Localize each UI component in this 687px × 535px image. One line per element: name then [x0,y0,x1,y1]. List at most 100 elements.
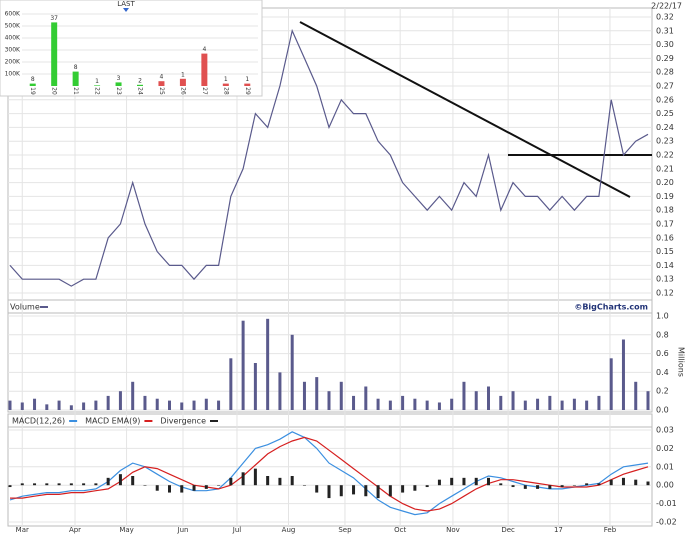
bar [241,320,245,410]
bar [585,483,589,486]
y-tick-label: 0.28 [656,68,674,77]
y-tick-label: 0.18 [656,206,674,215]
bar [204,398,208,410]
bar [143,485,147,486]
bar [352,395,356,410]
line [9,431,649,516]
bar [536,485,540,489]
volume-title: Volume [10,303,40,312]
bar [72,71,79,86]
bar [352,485,356,495]
bar [597,395,601,410]
x-tick-label: Jul [232,526,242,534]
bar [376,485,380,499]
bar [115,82,122,86]
bar [548,395,552,410]
bar [364,485,368,497]
bar [168,485,171,493]
last-marker [123,8,129,12]
legend-label: MACD(12,26) [12,417,65,426]
bar [179,78,186,86]
y-tick-label: 500K [5,23,21,30]
bar [278,477,282,486]
y-tick-label: 600K [5,11,21,18]
bar [548,485,552,489]
y-tick-label: 0.23 [656,137,674,146]
bar [437,402,441,410]
bar [229,358,233,410]
bar [143,395,147,410]
bar [217,485,221,486]
trend-line [299,21,631,198]
bar [8,485,12,488]
bar [158,81,165,86]
x-tick-label: 19 [29,87,36,95]
x-tick-label: 29 [244,87,251,95]
y-tick-label: 0.31 [656,26,674,35]
bar [201,53,208,86]
bar [217,400,221,410]
y-tick-label: 0.00 [656,481,674,490]
bar [20,402,24,410]
bar-count-label: 8 [74,64,78,71]
x-tick-label: Sep [338,526,352,534]
bar [437,479,441,486]
bar [388,400,392,410]
x-tick-label: 22 [94,87,101,95]
y-tick-label: 100K [5,71,21,78]
bar [302,381,306,410]
y-tick-label: 0.30 [656,40,674,49]
bar [327,391,331,410]
volume-panel [7,299,653,413]
y-tick-label: 0.2 [656,387,669,396]
bar [621,339,625,410]
bar [425,400,429,410]
bar [572,485,576,486]
bar [45,404,49,410]
y-tick-label: 1.0 [656,312,669,321]
y-tick-label: -0.01 [656,499,677,508]
x-tick-label: Aug [282,526,296,534]
y-tick-label: 0.24 [656,123,674,132]
bar [401,485,405,493]
bar [45,483,49,486]
bar [69,405,73,410]
bar [511,485,515,488]
x-tick-label: Oct [394,526,406,534]
inset-title: LAST [117,0,135,8]
bar [94,400,98,410]
x-tick-label: Jun [177,526,189,534]
bar [106,477,110,486]
bar [560,485,564,488]
y-tick-label: 0.21 [656,164,674,173]
bar-count-label: 8 [31,76,35,83]
legend-label: Divergence [160,417,206,426]
bar [266,318,270,410]
bar [364,386,368,410]
y-tick-label: 0.12 [656,289,674,298]
bar [327,485,331,499]
y-tick-label: 0.6 [656,349,669,358]
bar [572,398,576,410]
bar [462,381,466,410]
bar [621,477,625,486]
bar [646,481,650,486]
inset-panel [0,0,263,97]
line [9,28,649,287]
bar [51,22,58,86]
y-tick-label: 0.13 [656,275,674,284]
bar [33,483,37,486]
bar [290,334,294,410]
bar [315,377,319,410]
y-tick-label: 0.19 [656,192,674,201]
y-tick-label: 0.17 [656,220,674,229]
bar [180,402,184,410]
bar-count-label: 2 [138,77,142,84]
y-tick-label: 0.15 [656,247,674,256]
bar [131,476,135,486]
macd-panel [7,413,653,527]
bar [278,372,282,410]
bar [229,477,233,486]
bar [597,483,601,486]
date: 2/22/17 [651,2,682,11]
